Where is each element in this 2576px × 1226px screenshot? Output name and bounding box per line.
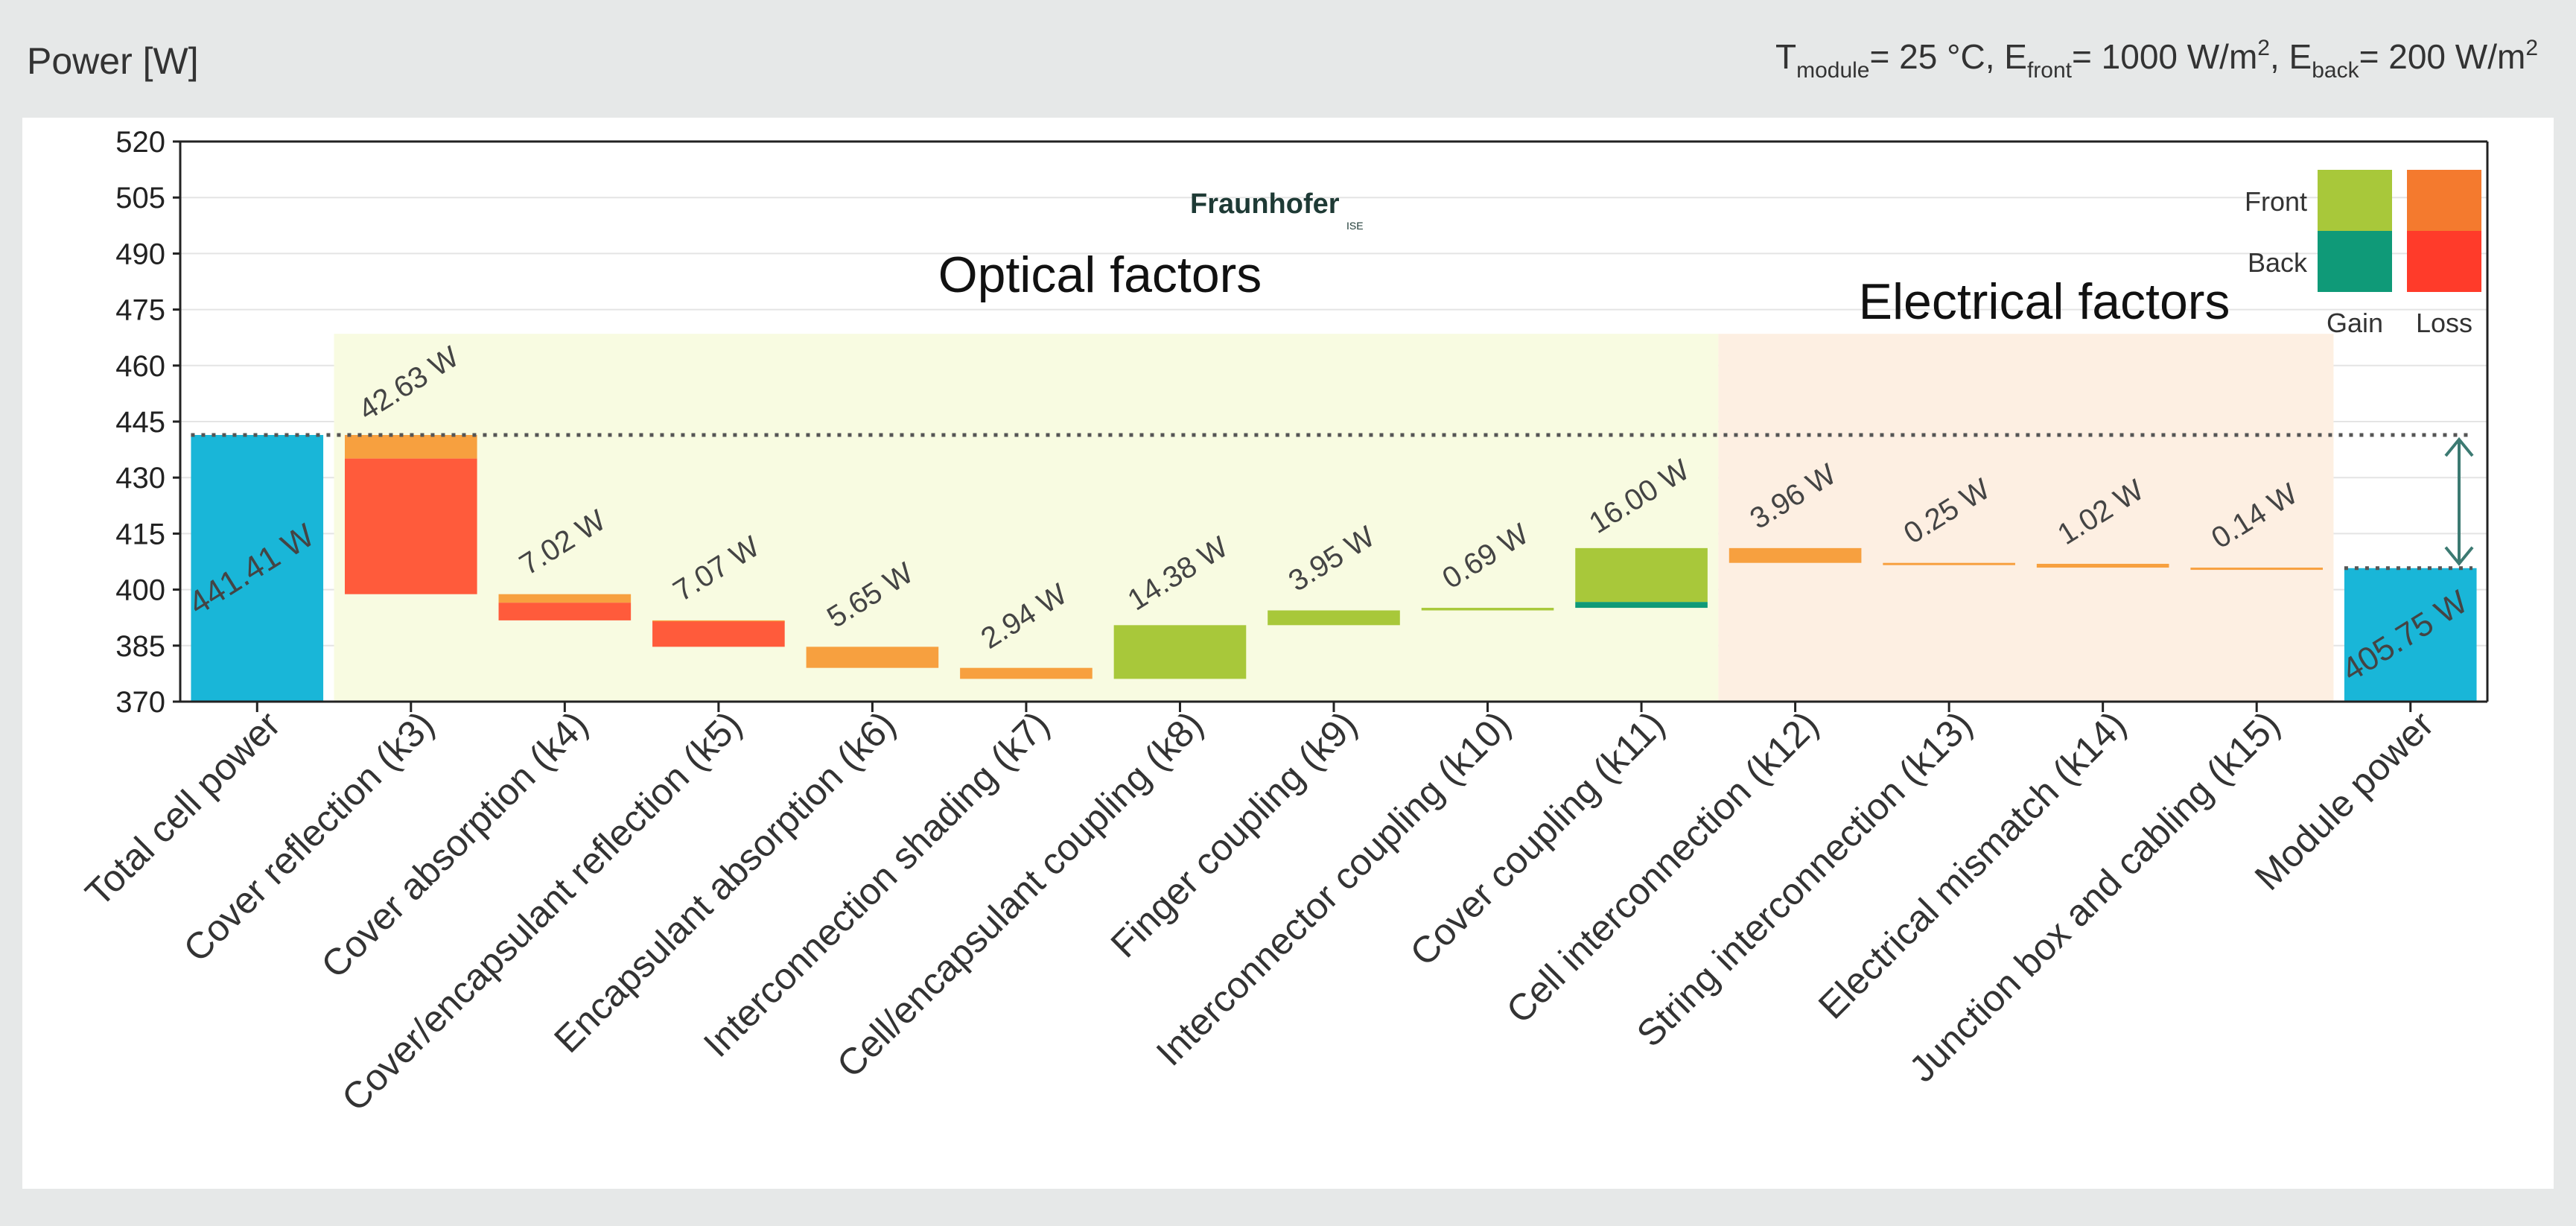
bar-front-loss — [2036, 563, 2169, 568]
conditions-text: Tmodule= 25 °C, Efront= 1000 W/m2, Eback… — [1775, 36, 2538, 83]
bar-front-gain — [1268, 610, 1400, 626]
e-back-value: 200 W/m — [2388, 37, 2525, 76]
e-front-sub: front — [2027, 58, 2073, 83]
bar-front-gain — [1575, 547, 1708, 603]
y-tick-label: 490 — [115, 238, 165, 270]
bar-front-loss — [1883, 562, 2015, 565]
logo-text: Fraunhofer — [1190, 188, 1340, 220]
y-tick-label: 505 — [115, 182, 165, 215]
e-back-exponent: 2 — [2525, 36, 2538, 60]
header-band — [0, 0, 2576, 134]
bar-front-gain — [1113, 625, 1247, 679]
bar-front-loss — [1729, 547, 1862, 563]
electrical-region — [1718, 334, 2334, 702]
y-tick-label: 445 — [115, 406, 165, 439]
bar-back-loss — [498, 603, 632, 620]
bar-front-loss — [498, 594, 632, 603]
bar-front-gain — [1421, 608, 1554, 611]
bar-back-gain — [1575, 602, 1708, 609]
legend-col-loss: Loss — [2416, 308, 2472, 338]
t-module-value: 25 °C, — [1899, 37, 1994, 76]
bar-total — [2344, 568, 2477, 702]
y-tick-label: 460 — [115, 350, 165, 383]
bar-back-loss — [344, 458, 477, 594]
legend-swatch-front-gain — [2318, 170, 2392, 231]
y-tick-label: 475 — [115, 294, 165, 327]
t-module-label: T — [1775, 37, 1796, 76]
y-tick-label: 430 — [115, 462, 165, 495]
bar-front-loss — [960, 667, 1093, 679]
y-axis-title: Power [W] — [27, 40, 199, 82]
y-tick-label: 400 — [115, 574, 165, 607]
legend-swatch-back-gain — [2318, 231, 2392, 292]
y-tick-label: 520 — [115, 126, 165, 159]
region-label-optical: Optical factors — [938, 247, 1262, 303]
difference-arrow-head-top — [2444, 436, 2474, 457]
legend-row-back: Back — [2248, 247, 2308, 278]
e-front-label: E — [2004, 37, 2027, 76]
logo-subtext: ISE — [1346, 220, 1364, 232]
bar-total — [191, 434, 324, 702]
y-tick-label: 370 — [115, 686, 165, 719]
y-tick-label: 385 — [115, 630, 165, 663]
bar-front-loss — [806, 647, 939, 668]
bar-front-loss — [344, 434, 477, 459]
difference-arrow-head-bottom — [2444, 546, 2474, 566]
legend-swatch-back-loss — [2407, 231, 2481, 292]
legend-row-front: Front — [2245, 186, 2307, 217]
e-front-value: 1000 W/m — [2102, 37, 2258, 76]
legend-col-gain: Gain — [2327, 308, 2383, 338]
region-label-electrical: Electrical factors — [1859, 273, 2230, 330]
bottom-strip — [0, 1189, 2576, 1226]
e-front-exponent: 2 — [2257, 36, 2270, 60]
e-back-label: E — [2289, 37, 2312, 76]
e-back-sub: back — [2312, 58, 2359, 83]
bar-front-loss — [2190, 568, 2324, 571]
y-tick-label: 415 — [115, 518, 165, 550]
t-module-sub: module — [1796, 58, 1869, 83]
optical-region — [334, 334, 1719, 702]
legend-swatch-front-loss — [2407, 170, 2481, 231]
bar-back-loss — [652, 621, 785, 647]
